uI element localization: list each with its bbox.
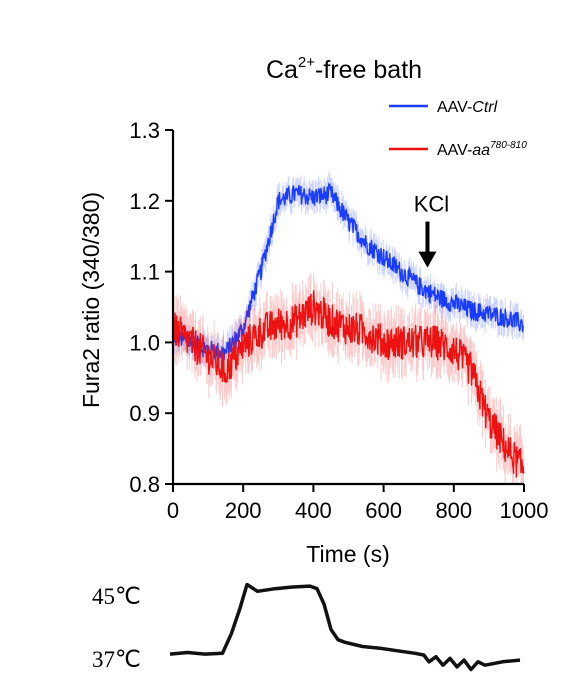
y-axis-label: Fura2 ratio (340/380) [78,192,104,408]
series-1-line [172,290,525,478]
y-tick-label: 1.0 [129,330,160,355]
y-tick-label: 1.2 [129,189,160,214]
y-tick-label: 1.3 [129,118,160,143]
kcl-annotation: KCl [414,192,449,268]
legend-label-ctrl: AAV-Ctrl [437,99,498,116]
x-tick-label: 0 [167,498,179,523]
legend: AAV-Ctrl AAV-aa780-810 [389,99,527,159]
x-axis-label: Time (s) [306,541,389,567]
x-tick-label: 600 [365,498,402,523]
series-layer [172,172,525,484]
y-tick-label: 0.9 [129,401,160,426]
axes [171,130,524,486]
x-tick-label: 800 [435,498,472,523]
temp-label-low: 37℃ [92,647,141,672]
y-tick-label: 0.8 [129,472,160,497]
kcl-label: KCl [414,192,449,217]
chart-title: Ca2+-free bath [266,54,422,84]
temp-label-high: 45℃ [92,584,141,609]
legend-label-aa: AAV-aa780-810 [437,140,527,159]
temperature-trace [169,582,521,672]
kcl-arrow-head [418,251,437,268]
x-tick-label: 200 [225,498,262,523]
x-tick-label: 400 [295,498,332,523]
y-tick-label: 1.1 [129,260,160,285]
x-tick-label: 1000 [500,498,549,523]
ticks: 0.8 0.9 1.0 1.1 1.2 1.3 0 200 400 600 800 1000 [129,118,548,523]
